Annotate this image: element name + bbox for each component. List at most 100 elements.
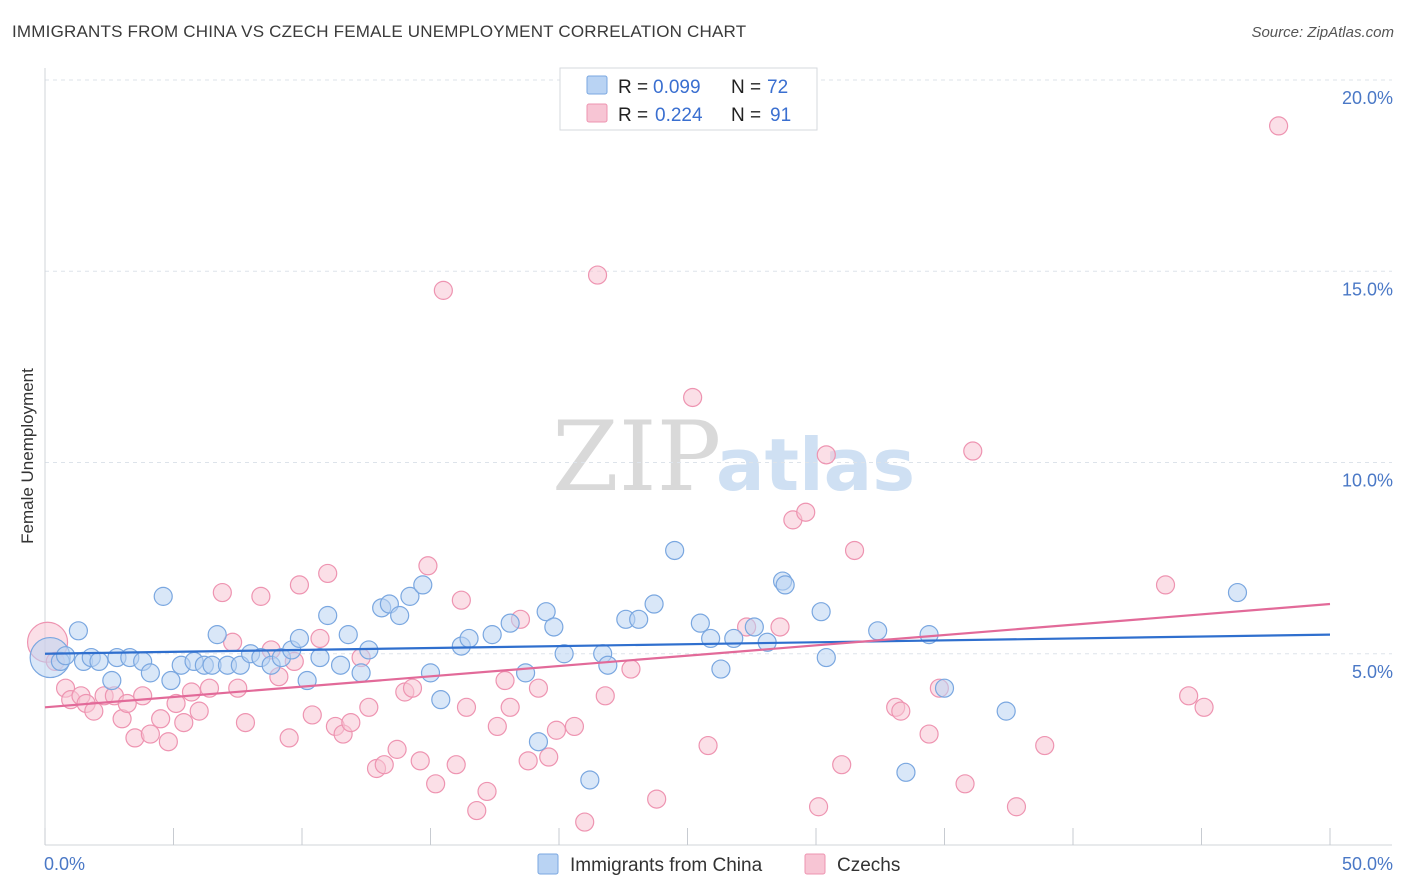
china-point [400, 586, 420, 606]
czech-point [796, 502, 816, 522]
china-point [431, 690, 451, 710]
china-point [690, 613, 710, 633]
czech-point [212, 582, 232, 603]
czech-point [402, 678, 423, 698]
legend-n-label-china: N = [731, 77, 761, 98]
china-point [89, 651, 109, 672]
x-tick-label-max: 50.0% [1342, 854, 1393, 874]
czech-point [426, 774, 446, 794]
bottom-legend-label-china: Immigrants from China [570, 855, 763, 876]
czech-point [140, 724, 160, 744]
china-point [1227, 582, 1248, 603]
china-point [420, 663, 441, 683]
watermark: ZIP atlas [552, 401, 915, 513]
legend-n-label-czech: N = [731, 105, 761, 126]
bottom-legend-swatch-china [537, 853, 559, 875]
trend-layer [44, 602, 1331, 709]
czech-point [477, 781, 497, 802]
legend-n-value-china: 72 [767, 77, 788, 98]
czech-point [595, 686, 615, 706]
czech-point [955, 774, 975, 794]
czech-point [410, 751, 430, 771]
czech-point [289, 575, 310, 595]
czech-point [844, 540, 865, 561]
czech-point [451, 590, 471, 610]
legend-swatch-china [586, 75, 608, 95]
china-point [68, 621, 89, 641]
czech-point [1268, 116, 1289, 136]
china-point [816, 647, 836, 668]
bottom-legend-label-czech: Czechs [837, 855, 900, 876]
correlation-legend: R = 0.099 N = 72 R = 0.224 N = 91 [559, 67, 818, 131]
china-point [724, 628, 744, 649]
china-point [580, 770, 600, 790]
china-point [536, 602, 556, 622]
china-point [330, 655, 351, 675]
czech-point [318, 563, 338, 584]
czech-point [546, 720, 567, 740]
china-point [102, 670, 122, 691]
y-tick-label: 10.0% [1342, 471, 1393, 491]
czech-point [518, 751, 538, 771]
czech-point [575, 812, 595, 832]
china-point [207, 625, 227, 645]
china-point [500, 613, 520, 633]
china-trend-line [44, 633, 1331, 655]
czech-point [310, 628, 330, 649]
czech-point [467, 800, 487, 821]
china-point [868, 621, 888, 641]
czech-point [387, 739, 407, 759]
y-tick-label: 15.0% [1342, 279, 1393, 299]
czech-point [808, 797, 829, 817]
czech-point [683, 387, 703, 408]
czech-point [528, 678, 549, 698]
china-point [482, 625, 502, 645]
czech-point [446, 755, 466, 775]
series-legend: Immigrants from China Czechs [537, 853, 900, 876]
x-tick-label-min: 0.0% [44, 854, 85, 874]
czech-point [919, 724, 939, 744]
china-point [55, 646, 76, 666]
china-point [413, 575, 433, 595]
points-layer [26, 116, 1289, 832]
czech-point [770, 617, 790, 637]
czech-point [251, 586, 271, 606]
czech-point [963, 441, 983, 461]
bottom-legend-swatch-czech [804, 853, 826, 875]
china-point [338, 625, 358, 645]
china-point [140, 663, 160, 683]
czech-point [1035, 735, 1055, 756]
czech-point [587, 265, 608, 285]
china-point [896, 762, 916, 782]
china-point [775, 575, 795, 595]
czech-point [698, 735, 718, 756]
legend-swatch-czech [586, 103, 608, 123]
czech-point [647, 789, 667, 809]
legend-r-value-china: 0.099 [653, 77, 701, 98]
czech-point [1006, 797, 1027, 817]
czech-point [1194, 697, 1214, 717]
czech-point [1155, 575, 1176, 595]
china-point [318, 605, 338, 626]
czech-point [228, 678, 248, 698]
china-point [153, 586, 173, 606]
china-point [629, 609, 649, 629]
legend-n-value-czech: 91 [770, 105, 791, 126]
czech-point [891, 701, 911, 721]
axis-layer [44, 68, 1392, 846]
czech-point [433, 280, 453, 300]
czech-point [166, 693, 186, 714]
x-tick-labels: 0.0% 50.0% [44, 854, 1393, 874]
china-point [744, 617, 764, 637]
czech-point [181, 682, 202, 702]
china-point [934, 678, 955, 698]
china-point [289, 628, 310, 649]
czech-point [151, 709, 171, 729]
czech-point [117, 693, 137, 714]
y-tick-labels: 5.0% 10.0% 15.0% 20.0% [1342, 88, 1393, 682]
czech-point [279, 728, 299, 748]
czech-point [374, 755, 394, 775]
china-point [665, 540, 685, 561]
czech-trend-line [44, 602, 1331, 709]
